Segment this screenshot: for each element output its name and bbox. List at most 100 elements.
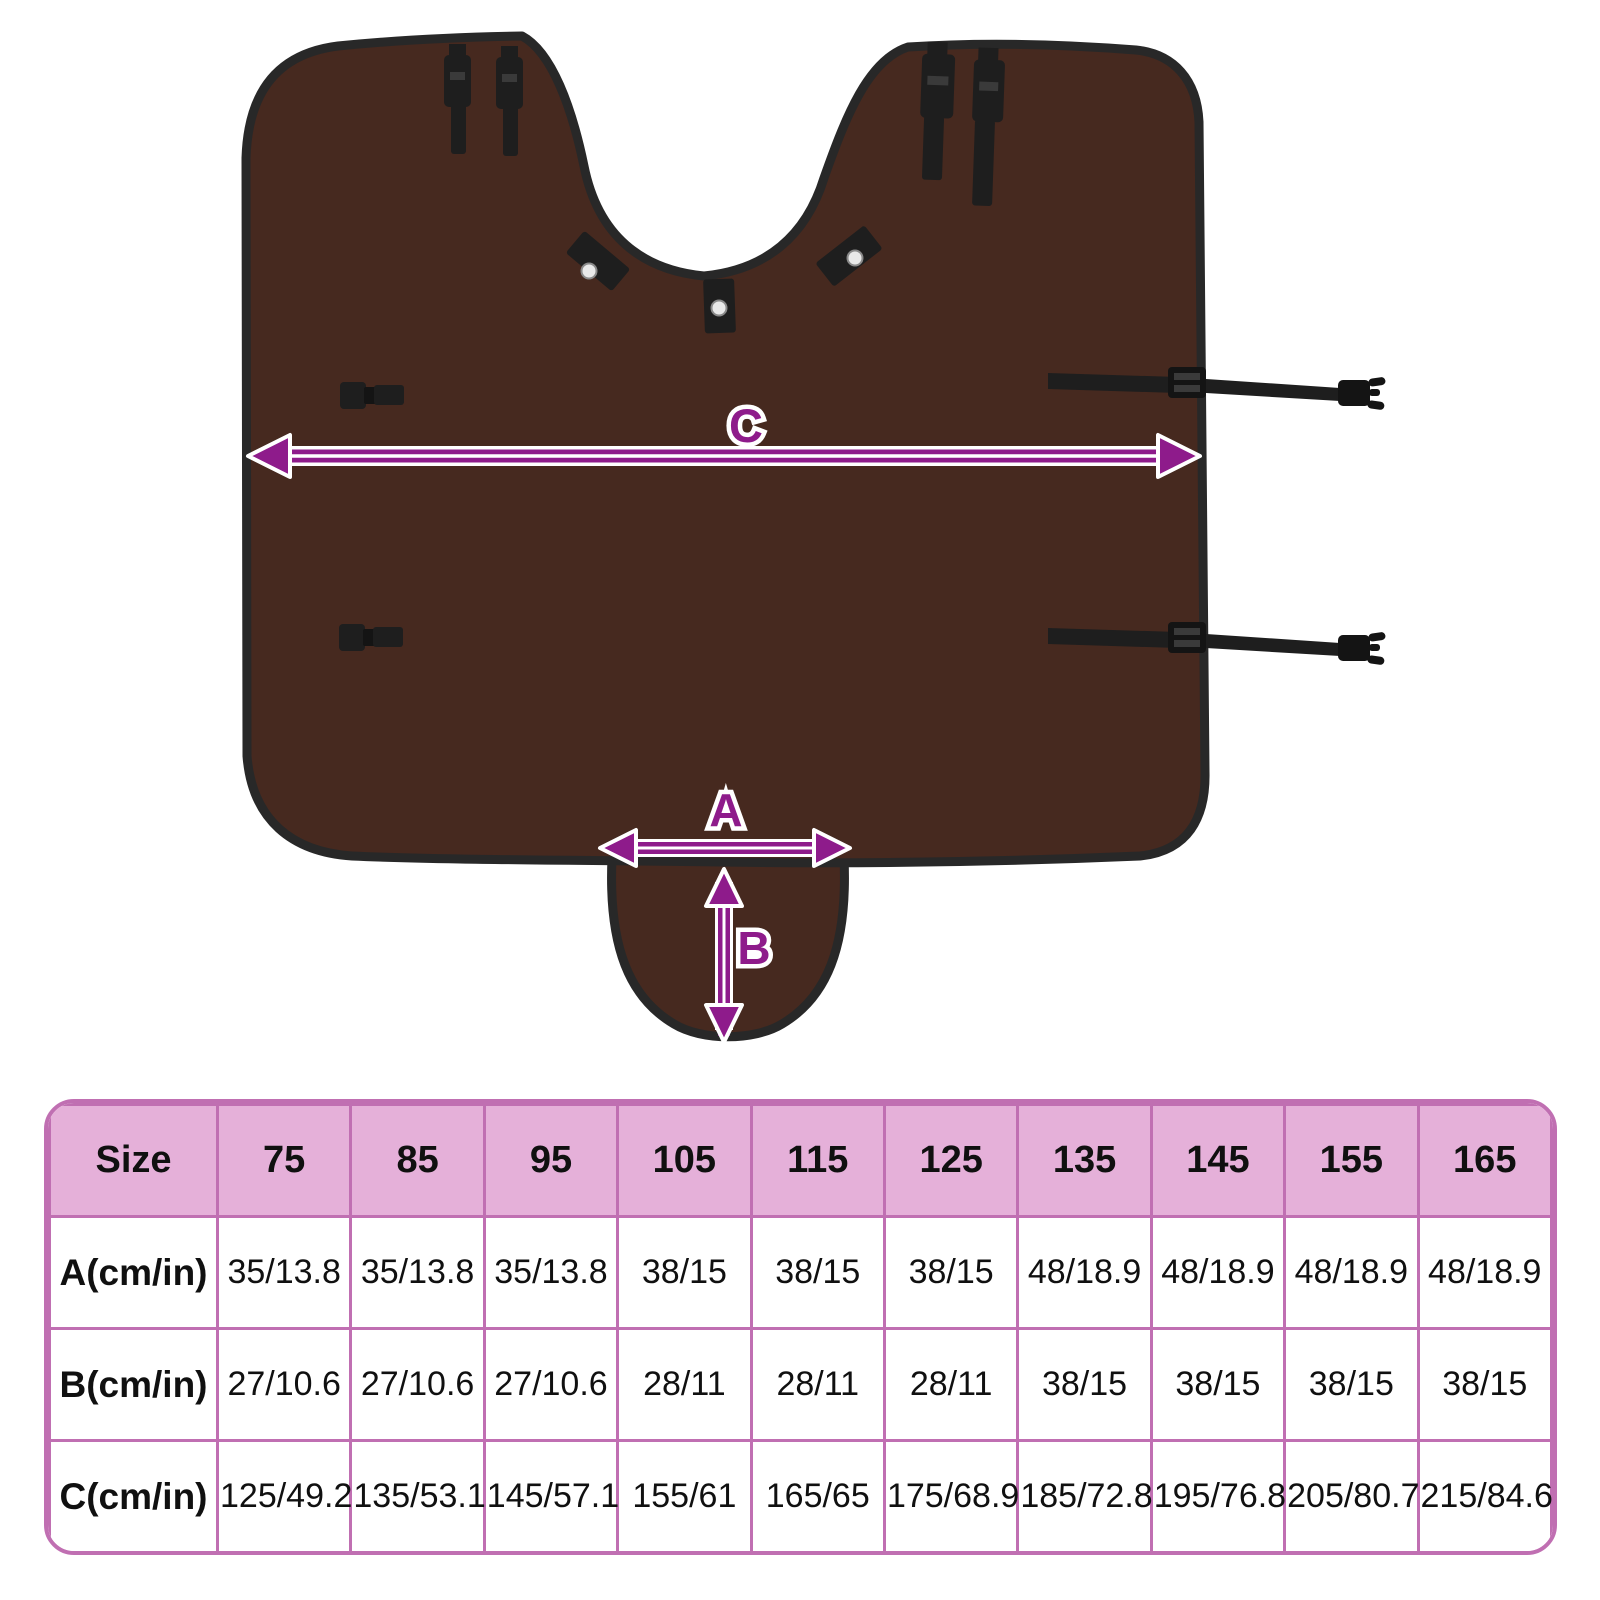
size-table-header-cell: 125: [882, 1103, 1020, 1218]
size-table-value-cell: 38/15: [749, 1215, 886, 1330]
measure-arrow-c: C: [246, 395, 1202, 479]
size-table-value-cell: 48/18.9: [1016, 1215, 1153, 1330]
belly-strap-upper: [1048, 367, 1386, 410]
strap-loop: [501, 46, 518, 60]
size-table-value-cell: 28/11: [882, 1327, 1020, 1442]
size-table-header-cell: 165: [1416, 1103, 1553, 1218]
arrowhead-left: [598, 828, 638, 868]
adjuster-slot: [1174, 373, 1200, 380]
front-left-buckle-straps: [444, 44, 523, 156]
clip-body: [1338, 635, 1370, 661]
size-table-header-cell: 75: [215, 1103, 353, 1218]
size-table-row: A(cm/in) 35/13.8 35/13.8 35/13.8 38/15 38/15 3…: [48, 1215, 1553, 1330]
belly-strap-lower: [1048, 622, 1386, 665]
adjuster-slot: [1174, 640, 1200, 647]
strap-webbing: [1206, 634, 1340, 656]
left-side-buckle-lower: [339, 624, 403, 651]
size-table-row-label: A(cm/in): [48, 1215, 219, 1330]
size-table-header-cell: 85: [349, 1103, 486, 1218]
size-table-row-label: C(cm/in): [48, 1439, 219, 1551]
neck-snap-tabs: [566, 226, 882, 334]
size-table-header-cell: 135: [1016, 1103, 1153, 1218]
size-table-value-cell: 155/61: [616, 1439, 753, 1551]
adjuster-slot: [1174, 628, 1200, 635]
arrowhead-right: [1156, 433, 1202, 479]
size-table-value-cell: 38/15: [1016, 1327, 1153, 1442]
strap-tail: [503, 106, 518, 156]
size-table-row-label: B(cm/in): [48, 1327, 219, 1442]
arrowhead-right: [812, 828, 852, 868]
strap-webbing: [1048, 628, 1178, 648]
strap-tail: [972, 119, 995, 206]
buckle-latch: [363, 629, 375, 646]
snap-rivet: [710, 299, 728, 317]
strap-buckle: [496, 57, 523, 109]
strap-adjuster: [1168, 367, 1206, 398]
buckle-keeper: [374, 385, 404, 405]
size-table-value-cell: 125/49.2: [215, 1439, 353, 1551]
strap-slot: [450, 72, 465, 80]
size-table-value-cell: 48/18.9: [1149, 1215, 1287, 1330]
strap-buckle: [920, 53, 956, 119]
size-table-value-cell: 215/84.6: [1416, 1439, 1553, 1551]
size-table-value-cell: 135/53.1: [349, 1439, 486, 1551]
strap-adjuster: [1168, 622, 1206, 653]
size-table-header-cell: 115: [749, 1103, 886, 1218]
left-side-buckle-upper: [340, 382, 404, 409]
strap-slot: [502, 74, 517, 82]
size-table-head: Size 75 85 95 105 115 125 135 145 155 165: [48, 1103, 1553, 1218]
front-right-buckle-straps: [920, 41, 1005, 206]
strap-loop: [978, 47, 999, 64]
clip-prong: [1369, 389, 1380, 396]
product-diagram: C A B: [241, 31, 1386, 1044]
size-table-value-cell: 165/65: [749, 1439, 886, 1551]
size-table-value-cell: 28/11: [749, 1327, 886, 1442]
strap-tail: [922, 115, 945, 181]
adjuster-slot: [1174, 385, 1200, 392]
measure-arrow-b: B: [704, 867, 775, 1044]
strap-buckle: [444, 55, 471, 107]
size-table-value-cell: 27/10.6: [215, 1327, 353, 1442]
measure-label-a: A: [709, 784, 742, 836]
size-table-value-cell: 27/10.6: [349, 1327, 486, 1442]
size-table-value-cell: 35/13.8: [482, 1215, 620, 1330]
size-table-row: C(cm/in) 125/49.2 135/53.1 145/57.1 155/61 16…: [48, 1439, 1553, 1551]
size-table-value-cell: 38/15: [1149, 1327, 1287, 1442]
strap-tail: [451, 104, 466, 154]
clip-prong: [1367, 655, 1385, 665]
size-table: Size 75 85 95 105 115 125 135 145 155 165 A(cm/in)…: [48, 1103, 1553, 1551]
snap-rivet: [846, 249, 864, 267]
strap-webbing: [1206, 379, 1340, 401]
size-table-value-cell: 28/11: [616, 1327, 753, 1442]
size-table-value-cell: 175/68.9: [882, 1439, 1020, 1551]
arrowhead-top: [704, 867, 744, 908]
snap-tab: [566, 231, 630, 291]
clip-prong: [1367, 400, 1385, 410]
buckle-body: [339, 624, 365, 651]
size-table-row: B(cm/in) 27/10.6 27/10.6 27/10.6 28/11 28/11 2…: [48, 1327, 1553, 1442]
size-table-body: A(cm/in) 35/13.8 35/13.8 35/13.8 38/15 38/15 3…: [48, 1215, 1553, 1551]
size-table-value-cell: 205/80.7: [1283, 1439, 1420, 1551]
size-table-header-cell: 155: [1283, 1103, 1420, 1218]
arrowhead-left: [246, 433, 292, 479]
size-table-value-cell: 38/15: [1283, 1327, 1420, 1442]
measure-arrow-a: A: [598, 780, 852, 868]
clip-prong: [1369, 644, 1380, 651]
clip-prong: [1368, 632, 1386, 642]
size-table-header-cell: 95: [482, 1103, 620, 1218]
measure-label-c: C: [729, 399, 763, 452]
size-table-value-cell: 38/15: [616, 1215, 753, 1330]
buckle-latch: [364, 387, 376, 404]
buckle-body: [340, 382, 366, 409]
strap-webbing: [1048, 373, 1178, 393]
clip-buckle: [1338, 377, 1386, 410]
size-table-corner-cell: Size: [48, 1103, 219, 1218]
snap-rivet: [580, 262, 598, 280]
measure-label-b: B: [737, 922, 770, 974]
strap-loop: [449, 44, 466, 58]
size-table-header-cell: 145: [1149, 1103, 1287, 1218]
clip-body: [1338, 380, 1370, 406]
strap-slot: [927, 75, 949, 86]
arrowhead-bottom: [704, 1003, 744, 1044]
